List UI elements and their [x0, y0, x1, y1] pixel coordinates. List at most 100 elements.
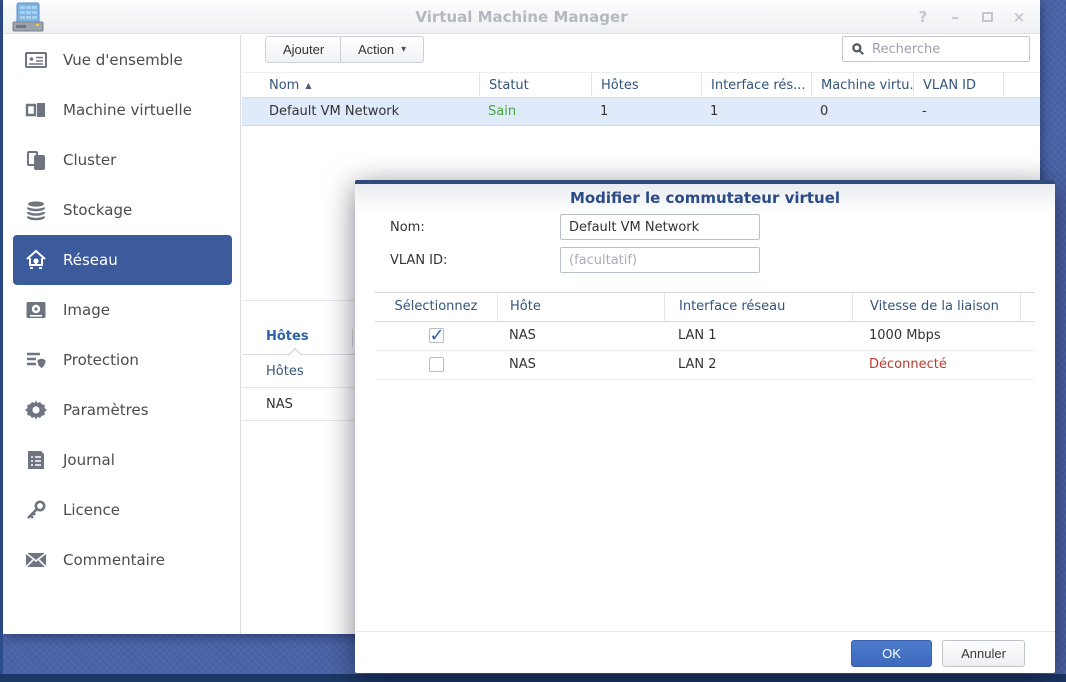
envelope-icon	[25, 552, 47, 568]
content-area: Ajouter Action ▾ Nom ▲	[242, 35, 1040, 634]
add-button[interactable]: Ajouter	[265, 36, 343, 63]
sidebar-item-reseau[interactable]: Réseau	[13, 235, 232, 285]
dialog-row-checkbox-0[interactable]: ✓	[428, 325, 445, 346]
sidebar-item-label: Licence	[63, 501, 120, 519]
virtual-machine-icon	[25, 103, 45, 117]
taskbar-strip	[0, 674, 1066, 682]
overview-card-icon	[25, 52, 47, 68]
dialog-speed-0: 1000 Mbps	[869, 328, 941, 343]
sidebar-item-journal[interactable]: Journal	[13, 435, 232, 485]
network-icon	[26, 249, 46, 269]
sidebar-item-label: Paramètres	[63, 401, 149, 419]
sidebar-item-label: Cluster	[63, 151, 117, 169]
cell-host: NAS	[509, 328, 536, 343]
checkmark-icon: ✓	[429, 325, 445, 346]
dialog-table-row-lan2[interactable]: ✓ NAS LAN 2 Déconnecté	[375, 351, 1035, 380]
sidebar-item-vue-densemble[interactable]: Vue d'ensemble	[13, 35, 232, 85]
dialog-top-border	[355, 180, 1055, 184]
cell-host: NAS	[509, 357, 536, 372]
sidebar-item-commentaire[interactable]: Commentaire	[13, 535, 232, 585]
ok-button[interactable]: OK	[851, 640, 932, 667]
dialog-footer-divider	[355, 631, 1055, 632]
cell-vms: 0	[820, 104, 829, 119]
sidebar: Vue d'ensemble Machine virtuelle Cluster	[3, 35, 241, 634]
search-box[interactable]	[842, 36, 1030, 62]
window-title: Virtual Machine Manager	[415, 8, 628, 26]
cell-vlan: -	[922, 104, 927, 119]
dialog-table-row-lan1[interactable]: ✓ NAS LAN 1 1000 Mbps	[375, 322, 1035, 351]
cell-interfaces: 1	[710, 104, 719, 119]
add-button-label: Ajouter	[283, 42, 325, 57]
cell-filler	[1020, 322, 1035, 350]
chevron-down-icon: ▾	[401, 44, 407, 55]
cell-filler	[1003, 98, 1040, 126]
sidebar-item-protection[interactable]: Protection	[13, 335, 232, 385]
column-header-hotes[interactable]: Hôtes	[591, 73, 701, 99]
dialog-speed-1: Déconnecté	[869, 357, 947, 372]
status-badge: Sain	[488, 104, 517, 119]
sidebar-item-label: Machine virtuelle	[63, 101, 192, 119]
column-header-hote: Hôte	[497, 293, 664, 321]
dialog-table-header: Sélectionnez Hôte Interface réseau Vites…	[375, 292, 1035, 322]
image-disc-icon	[26, 302, 46, 318]
sort-ascending-icon: ▲	[305, 81, 312, 90]
table-row-default-vm-network[interactable]: Default VM Network Sain 1 1 0 -	[242, 98, 1040, 126]
sidebar-item-label: Image	[63, 301, 110, 319]
switch-table-header[interactable]: Nom ▲ Statut Hôtes Interface rés... Mach…	[242, 72, 1040, 99]
dialog-interface-table: Sélectionnez Hôte Interface réseau Vites…	[375, 292, 1035, 380]
sidebar-item-cluster[interactable]: Cluster	[13, 135, 232, 185]
cell-hosts: 1	[600, 104, 609, 119]
dialog-row-checkbox-1[interactable]: ✓	[428, 357, 444, 372]
cell-filler	[1020, 351, 1035, 379]
vlan-field-label: VLAN ID:	[390, 253, 448, 268]
column-header-vitesse: Vitesse de la liaison	[852, 293, 1020, 321]
column-label: Nom	[269, 78, 300, 93]
vlan-id-field[interactable]	[560, 247, 760, 273]
search-input[interactable]	[872, 41, 1021, 57]
cell-interface: LAN 1	[678, 328, 717, 343]
gear-icon	[25, 400, 47, 420]
sidebar-item-label: Commentaire	[63, 551, 165, 569]
column-header-interface[interactable]: Interface rés...	[701, 73, 811, 99]
titlebar[interactable]: Virtual Machine Manager ? – ×	[3, 0, 1040, 34]
column-header-machine-virtuelle[interactable]: Machine virtu...	[811, 73, 913, 99]
sidebar-item-image[interactable]: Image	[13, 285, 232, 335]
sidebar-item-label: Protection	[63, 351, 139, 369]
sidebar-item-licence[interactable]: Licence	[13, 485, 232, 535]
key-icon	[27, 500, 46, 519]
protection-shield-icon	[27, 352, 46, 368]
help-icon[interactable]: ?	[918, 8, 928, 26]
action-button[interactable]: Action ▾	[340, 36, 425, 63]
cell-interface: LAN 2	[678, 357, 717, 372]
name-field[interactable]	[560, 214, 760, 240]
column-header-selectionnez: Sélectionnez	[394, 299, 478, 314]
desktop-left-strip	[0, 0, 3, 682]
switch-table: Nom ▲ Statut Hôtes Interface rés... Mach…	[242, 72, 1040, 126]
cancel-button[interactable]: Annuler	[942, 640, 1025, 667]
storage-icon	[26, 201, 46, 221]
maximize-icon[interactable]	[978, 8, 996, 26]
journal-icon	[28, 451, 44, 469]
column-header-vlan-id[interactable]: VLAN ID	[913, 73, 1003, 99]
column-header-nom[interactable]: Nom ▲	[242, 73, 479, 99]
maximize-box	[981, 12, 993, 22]
sidebar-item-stockage[interactable]: Stockage	[13, 185, 232, 235]
column-header-filler	[1003, 73, 1040, 99]
sidebar-item-machine-virtuelle[interactable]: Machine virtuelle	[13, 85, 232, 135]
column-header-filler	[1020, 293, 1035, 321]
tab-hotes[interactable]: Hôtes	[266, 329, 309, 344]
minimize-icon[interactable]: –	[951, 8, 959, 26]
search-icon	[852, 43, 864, 55]
sidebar-item-label: Réseau	[63, 251, 118, 269]
sidebar-item-parametres[interactable]: Paramètres	[13, 385, 232, 435]
close-icon[interactable]: ×	[1012, 8, 1026, 26]
sidebar-item-label: Vue d'ensemble	[63, 51, 183, 69]
column-header-interface-reseau: Interface réseau	[664, 293, 852, 321]
dialog-title: Modifier le commutateur virtuel	[355, 184, 1055, 214]
toolbar: Ajouter Action ▾	[242, 35, 1040, 72]
action-button-label: Action	[358, 42, 395, 57]
cluster-icon	[27, 151, 45, 170]
column-header-statut[interactable]: Statut	[479, 73, 591, 99]
cell-name: Default VM Network	[269, 104, 400, 119]
